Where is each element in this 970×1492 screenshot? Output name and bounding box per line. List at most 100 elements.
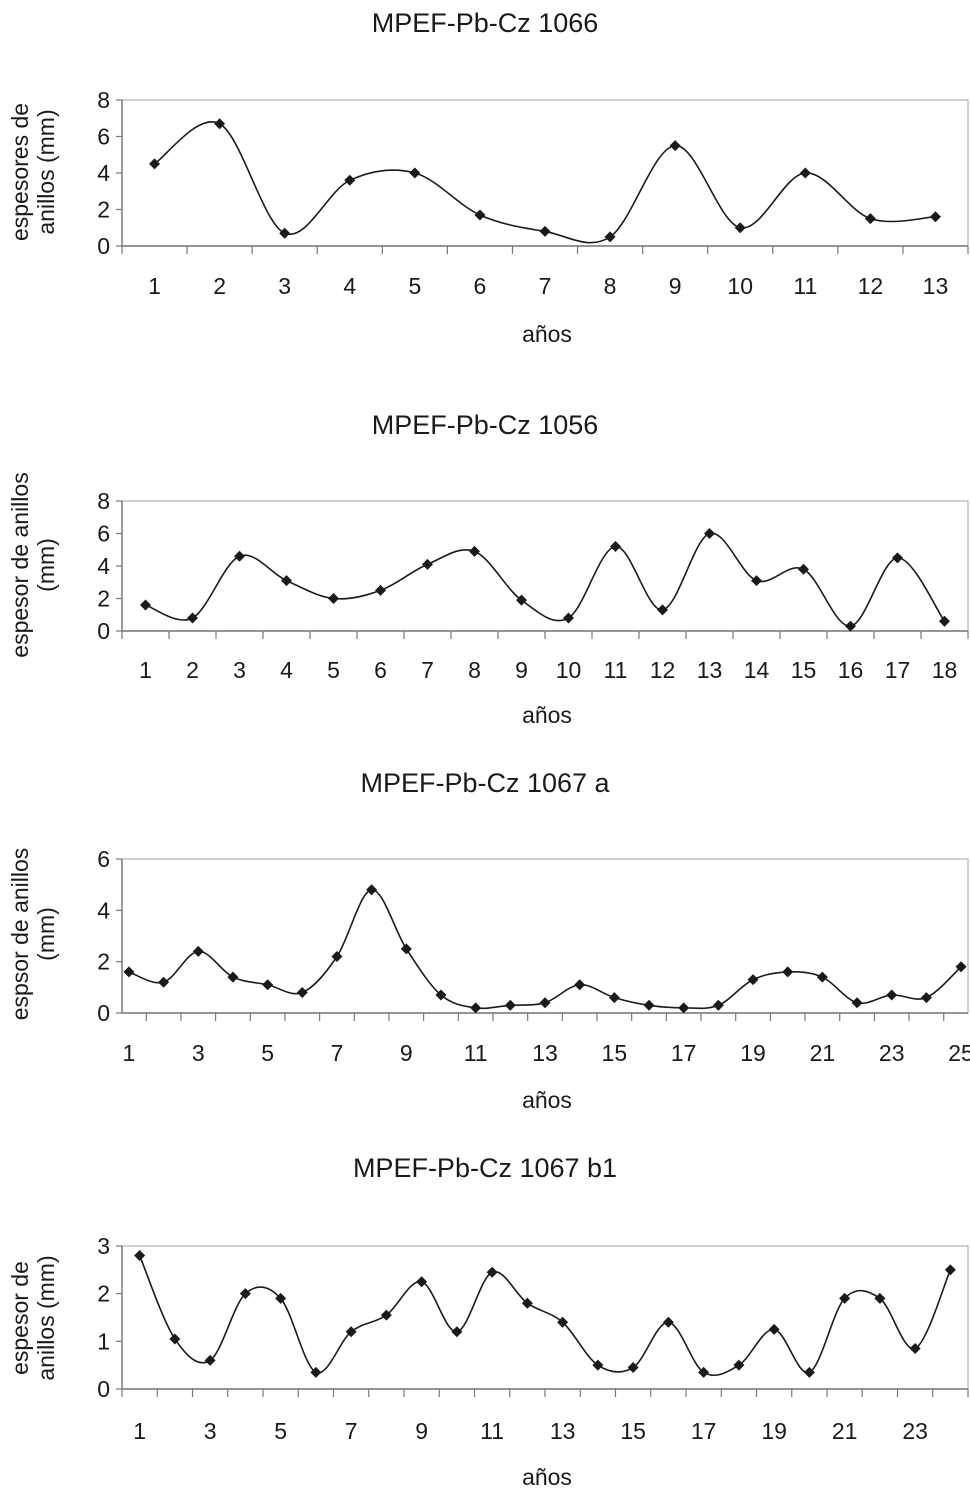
data-point <box>610 541 621 552</box>
x-tick-label: 4 <box>280 657 293 683</box>
x-tick-label: 19 <box>740 1040 766 1066</box>
plot-area <box>121 1245 969 1390</box>
y-tick-label: 2 <box>97 197 110 223</box>
y-tick-label: 6 <box>97 846 110 872</box>
data-point <box>782 966 794 978</box>
x-tick-label: 23 <box>879 1040 905 1066</box>
data-point <box>845 620 856 632</box>
data-point <box>486 1266 498 1278</box>
data-point <box>366 884 378 896</box>
data-point <box>944 1264 956 1276</box>
data-point <box>627 1362 639 1374</box>
y-axis-title: espesor deanillos (mm) <box>7 1255 59 1380</box>
data-point <box>874 1292 886 1304</box>
data-point <box>698 1366 710 1378</box>
x-tick-label: 15 <box>602 1040 628 1066</box>
y-tick-label: 6 <box>97 124 110 150</box>
data-point <box>281 575 292 587</box>
data-point <box>474 209 486 221</box>
x-tick-label: 3 <box>278 273 291 299</box>
data-point <box>768 1323 780 1335</box>
series-line <box>128 889 962 1010</box>
x-tick-label: 1 <box>148 273 161 299</box>
data-point <box>516 594 527 606</box>
y-axis-title-line: espesor de <box>7 1261 33 1375</box>
x-tick-label: 5 <box>408 273 421 299</box>
data-point <box>239 1288 251 1300</box>
data-point <box>839 1292 851 1304</box>
x-tick-label: 5 <box>261 1040 274 1066</box>
data-point <box>669 140 681 152</box>
x-tick-label: 19 <box>761 1418 787 1444</box>
data-point <box>816 971 828 983</box>
x-tick-label: 11 <box>464 1040 488 1066</box>
data-point <box>227 971 239 983</box>
data-point <box>955 961 967 973</box>
data-point <box>751 575 762 587</box>
x-tick-label: 25 <box>948 1040 970 1066</box>
x-tick-label: 9 <box>515 657 528 683</box>
data-point <box>279 227 291 239</box>
data-point <box>929 211 941 223</box>
chart-title: MPEF-Pb-Cz 1066 <box>372 8 599 38</box>
x-tick-label: 2 <box>186 657 199 683</box>
data-point <box>345 1326 357 1338</box>
x-tick-label: 7 <box>331 1040 344 1066</box>
x-tick-label: 18 <box>932 657 958 683</box>
data-point <box>435 989 447 1001</box>
data-point <box>563 612 574 624</box>
x-tick-label: 23 <box>902 1418 928 1444</box>
y-tick-label: 8 <box>97 87 110 113</box>
data-point <box>539 997 551 1009</box>
x-tick-label: 15 <box>791 657 817 683</box>
data-point <box>704 528 715 539</box>
x-tick-label: 21 <box>832 1418 858 1444</box>
data-point <box>204 1354 216 1366</box>
data-point <box>604 231 616 243</box>
y-tick-label: 2 <box>97 949 110 975</box>
data-point <box>504 999 516 1011</box>
data-point <box>149 158 161 170</box>
x-tick-label: 11 <box>480 1418 504 1444</box>
data-point <box>422 558 433 570</box>
chart-title: MPEF-Pb-Cz 1067 b1 <box>353 1153 617 1183</box>
y-tick-label: 2 <box>97 586 110 612</box>
plot-area <box>121 858 969 1014</box>
x-tick-label: 12 <box>650 657 676 683</box>
data-point <box>469 545 480 557</box>
y-tick-label: 1 <box>97 1328 110 1354</box>
x-tick-label: 21 <box>810 1040 836 1066</box>
x-tick-label: 13 <box>532 1040 558 1066</box>
x-tick-label: 10 <box>727 273 753 299</box>
data-point <box>733 1359 745 1371</box>
x-tick-label: 8 <box>604 273 617 299</box>
data-point <box>803 1366 815 1378</box>
y-axis-title: espsor de anillos(mm) <box>7 848 59 1021</box>
y-axis-title-line: (mm) <box>33 538 59 592</box>
data-point <box>409 167 421 179</box>
data-point <box>539 225 551 237</box>
x-tick-label: 1 <box>123 1040 136 1066</box>
x-axis-title: años <box>522 702 572 728</box>
x-tick-label: 9 <box>415 1418 428 1444</box>
data-point <box>608 992 620 1004</box>
data-point <box>275 1292 287 1304</box>
data-point <box>187 612 198 624</box>
data-point <box>557 1316 569 1328</box>
data-point <box>939 615 950 627</box>
x-tick-label: 3 <box>204 1418 217 1444</box>
data-point <box>662 1316 674 1328</box>
data-point <box>798 563 809 575</box>
y-tick-label: 3 <box>97 1233 110 1259</box>
series-line <box>145 532 946 627</box>
x-tick-label: 17 <box>671 1040 697 1066</box>
x-tick-label: 12 <box>858 273 884 299</box>
x-tick-label: 1 <box>139 657 152 683</box>
x-tick-label: 15 <box>620 1418 646 1444</box>
x-tick-label: 6 <box>474 273 487 299</box>
x-tick-label: 3 <box>192 1040 205 1066</box>
